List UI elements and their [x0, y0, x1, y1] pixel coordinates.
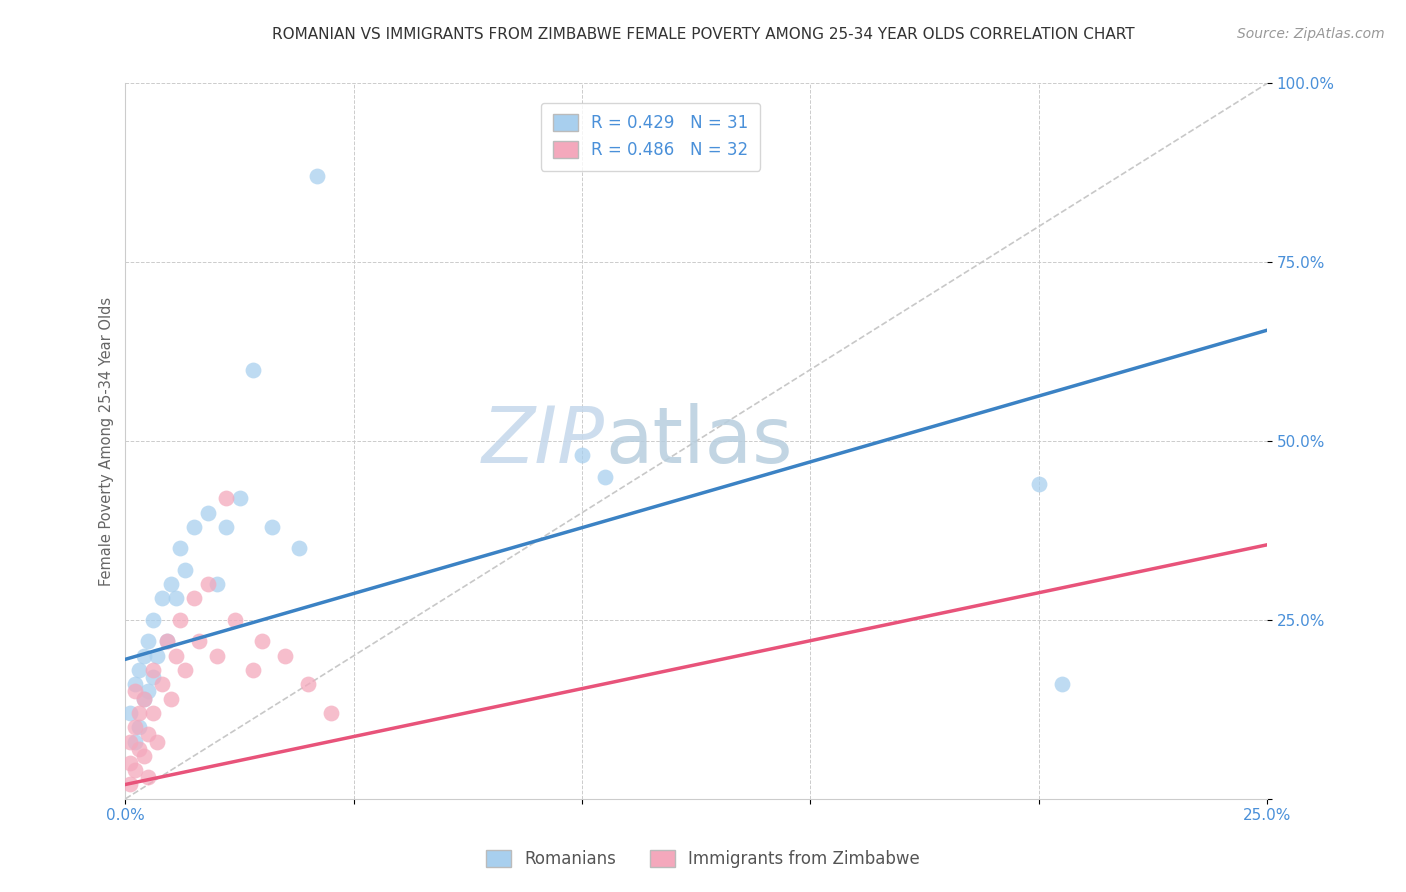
- Point: [118, 706, 141, 720]
- Point: [307, 169, 329, 184]
- Legend: R = 0.429   N = 31, R = 0.486   N = 32: R = 0.429 N = 31, R = 0.486 N = 32: [541, 103, 761, 170]
- Point: [128, 720, 150, 734]
- Point: [132, 748, 155, 763]
- Point: [124, 720, 146, 734]
- Point: [150, 677, 173, 691]
- Point: [228, 491, 250, 506]
- Legend: Romanians, Immigrants from Zimbabwe: Romanians, Immigrants from Zimbabwe: [479, 843, 927, 875]
- Point: [142, 706, 165, 720]
- Point: [252, 634, 274, 648]
- Point: [1050, 677, 1073, 691]
- Point: [319, 706, 342, 720]
- Point: [160, 577, 183, 591]
- Point: [128, 741, 150, 756]
- Point: [183, 591, 205, 606]
- Point: [215, 520, 238, 534]
- Point: [242, 663, 264, 677]
- Point: [118, 756, 141, 770]
- Point: [136, 634, 159, 648]
- Point: [155, 634, 177, 648]
- Point: [136, 727, 159, 741]
- Point: [571, 449, 593, 463]
- Point: [136, 770, 159, 784]
- Point: [146, 734, 169, 748]
- Point: [132, 648, 155, 663]
- Point: [142, 663, 165, 677]
- Point: [260, 520, 283, 534]
- Point: [169, 613, 191, 627]
- Point: [187, 634, 209, 648]
- Point: [142, 670, 165, 684]
- Point: [150, 591, 173, 606]
- Point: [169, 541, 191, 556]
- Point: [118, 777, 141, 791]
- Point: [242, 362, 264, 376]
- Point: [205, 648, 228, 663]
- Y-axis label: Female Poverty Among 25-34 Year Olds: Female Poverty Among 25-34 Year Olds: [100, 296, 114, 586]
- Point: [155, 634, 177, 648]
- Point: [593, 470, 616, 484]
- Point: [297, 677, 319, 691]
- Point: [173, 563, 195, 577]
- Point: [215, 491, 238, 506]
- Point: [288, 541, 311, 556]
- Point: [118, 734, 141, 748]
- Point: [142, 613, 165, 627]
- Point: [160, 691, 183, 706]
- Point: [132, 691, 155, 706]
- Text: ROMANIAN VS IMMIGRANTS FROM ZIMBABWE FEMALE POVERTY AMONG 25-34 YEAR OLDS CORREL: ROMANIAN VS IMMIGRANTS FROM ZIMBABWE FEM…: [271, 27, 1135, 42]
- Point: [205, 577, 228, 591]
- Text: Source: ZipAtlas.com: Source: ZipAtlas.com: [1237, 27, 1385, 41]
- Point: [128, 663, 150, 677]
- Point: [274, 648, 297, 663]
- Point: [132, 691, 155, 706]
- Point: [146, 648, 169, 663]
- Point: [224, 613, 246, 627]
- Point: [197, 506, 219, 520]
- Text: ZIP: ZIP: [482, 403, 605, 479]
- Text: atlas: atlas: [605, 403, 793, 479]
- Point: [1028, 477, 1050, 491]
- Point: [197, 577, 219, 591]
- Point: [173, 663, 195, 677]
- Point: [124, 677, 146, 691]
- Point: [124, 734, 146, 748]
- Point: [136, 684, 159, 698]
- Point: [183, 520, 205, 534]
- Point: [124, 684, 146, 698]
- Point: [124, 763, 146, 777]
- Point: [165, 591, 187, 606]
- Point: [165, 648, 187, 663]
- Point: [128, 706, 150, 720]
